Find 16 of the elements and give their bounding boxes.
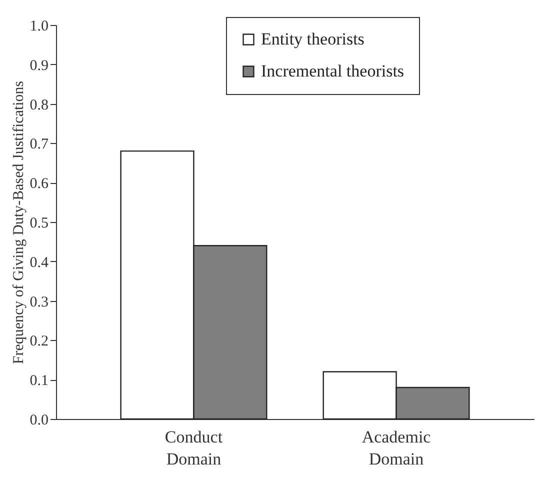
y-tick-label: 1.0 [30,18,48,34]
y-tick-label: 0.3 [30,294,48,310]
legend-label: Incremental theorists [261,62,404,80]
y-tick-label: 0.2 [30,334,48,350]
legend-label: Entity theorists [261,30,364,48]
y-tick-label: 0.8 [30,97,48,114]
y-tick-label: 0.1 [30,373,48,390]
y-tick-label: 0.0 [30,412,48,428]
x-tick-label: Conduct Domain [164,428,223,468]
y-tick-label: 0.6 [30,176,49,192]
y-tick-label: 0.4 [30,254,49,271]
y-tick-label: 0.5 [30,216,48,232]
y-tick-label: 0.7 [30,136,49,153]
y-axis-title: Frequency of Giving Duty-Based Justifications [10,80,27,364]
x-tick-label: Academic Domain [362,428,432,468]
y-tick-label: 0.9 [30,58,48,74]
